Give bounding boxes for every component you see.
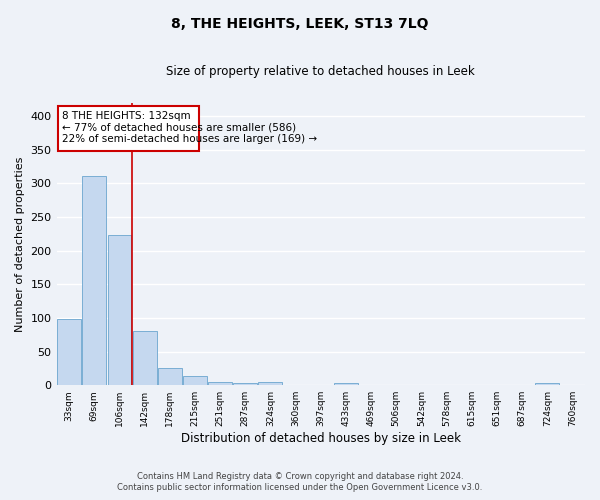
Bar (82, 176, 106, 385)
Bar (158, 368, 182, 385)
Bar (183, 376, 207, 385)
Text: 8 THE HEIGHTS: 132sqm: 8 THE HEIGHTS: 132sqm (62, 111, 190, 121)
Bar (208, 382, 232, 385)
Text: Contains HM Land Registry data © Crown copyright and database right 2024.
Contai: Contains HM Land Registry data © Crown c… (118, 472, 482, 492)
Text: 22% of semi-detached houses are larger (169) →: 22% of semi-detached houses are larger (… (62, 134, 317, 143)
Bar (535, 383, 559, 385)
Bar (259, 382, 283, 385)
Text: 8, THE HEIGHTS, LEEK, ST13 7LQ: 8, THE HEIGHTS, LEEK, ST13 7LQ (171, 18, 429, 32)
Y-axis label: Number of detached properties: Number of detached properties (15, 156, 25, 332)
Bar (57, 318, 81, 385)
Title: Size of property relative to detached houses in Leek: Size of property relative to detached ho… (166, 65, 475, 78)
Bar (107, 234, 131, 385)
Bar (133, 332, 157, 385)
X-axis label: Distribution of detached houses by size in Leek: Distribution of detached houses by size … (181, 432, 461, 445)
Text: ← 77% of detached houses are smaller (586): ← 77% of detached houses are smaller (58… (62, 122, 296, 132)
Bar (58, 106, 199, 151)
Bar (334, 383, 358, 385)
Bar (233, 382, 257, 385)
